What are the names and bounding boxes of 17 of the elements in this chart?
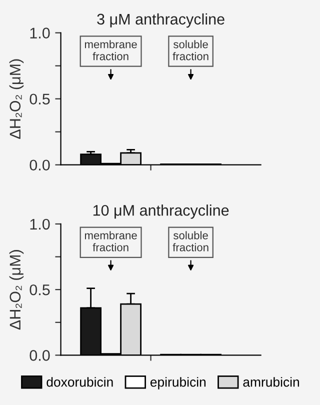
- y-axis-title: ΔH₂O₂ (μM): [9, 250, 24, 330]
- legend-label: amrubicin: [243, 377, 300, 387]
- chart-title: 10 μM anthracycline: [93, 204, 229, 219]
- annotation: soluble fraction: [172, 231, 208, 252]
- chart-title: 3 μM anthracycline: [97, 13, 224, 28]
- legend-label: epirubicin: [150, 377, 206, 390]
- y-axis-title: ΔH₂O₂ (μM): [9, 59, 24, 139]
- y-tick-label: 0.5: [30, 284, 50, 296]
- y-tick-label: 1.0: [30, 28, 50, 38]
- annotation: membrane fraction: [84, 40, 137, 60]
- y-tick-label: 0.5: [30, 94, 50, 105]
- y-tick-label: 1.0: [30, 218, 50, 230]
- y-tick-label: 0.0: [30, 160, 50, 171]
- annotation: soluble fraction: [172, 40, 208, 60]
- annotation: membrane fraction: [84, 231, 137, 252]
- legend-label: doxorubicin: [46, 377, 113, 387]
- y-tick-label: 0.0: [30, 350, 50, 361]
